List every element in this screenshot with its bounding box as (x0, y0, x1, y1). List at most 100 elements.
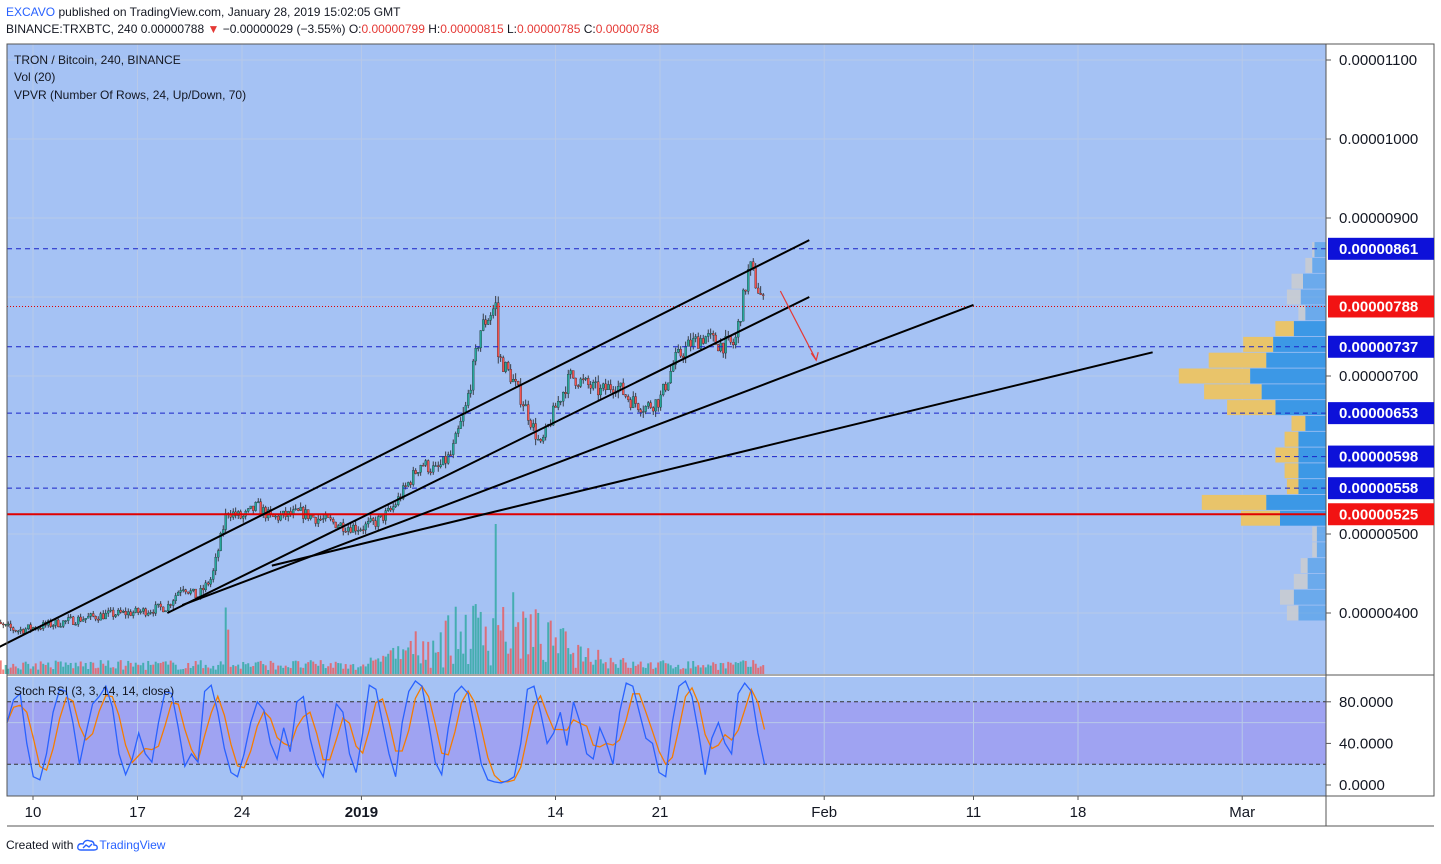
candle-body (179, 590, 182, 593)
symbol-label: BINANCE:TRXBTC, 240 (6, 22, 138, 36)
volume-bar (337, 663, 340, 674)
volume-bar (379, 661, 382, 674)
volume-bar (179, 669, 182, 674)
candle-body (579, 378, 582, 387)
volume-bar (39, 661, 42, 674)
candle-body (512, 379, 515, 383)
volume-bar (659, 661, 662, 674)
vpvr-down-bar (1312, 242, 1315, 258)
volume-bar (219, 661, 222, 674)
candle-body (84, 618, 87, 620)
volume-bar (332, 667, 335, 674)
volume-bar (449, 655, 452, 674)
level-badge (1328, 402, 1434, 425)
candle-body (694, 336, 697, 339)
volume-bar (672, 668, 675, 674)
candle-body (527, 404, 530, 421)
level-badge (1328, 237, 1434, 260)
volume-bar (397, 646, 400, 674)
candle-body (347, 527, 350, 532)
vpvr-down-bar (1201, 494, 1267, 510)
volume-bar (752, 660, 755, 674)
volume-bar (527, 654, 530, 674)
candle-body (699, 338, 702, 349)
volume-bar (314, 663, 317, 674)
candle-body (409, 482, 412, 485)
volume-bar (577, 644, 580, 674)
candle-body (519, 384, 522, 405)
publish-line: EXCAVO published on TradingView.com, Jan… (6, 5, 400, 19)
low-label: L: (506, 22, 517, 36)
candle-body (674, 352, 677, 365)
candle-body (247, 508, 250, 512)
volume-bar (484, 626, 487, 674)
price-tick-label: 0.00000700 (1339, 368, 1418, 385)
level-badge-label: 0.00000558 (1339, 480, 1418, 497)
vpvr-up-bar (1300, 289, 1326, 305)
vpvr-up-bar (1305, 305, 1326, 321)
trendline (166, 296, 810, 614)
candle-body (642, 411, 645, 413)
vpvr-down-bar (1286, 289, 1301, 305)
volume-bar (177, 669, 180, 674)
volume-bar (92, 662, 95, 674)
candle-body (212, 570, 215, 580)
volume-bar (502, 606, 505, 674)
candle-body (17, 630, 20, 633)
candle-body (182, 589, 185, 591)
volume-bar (407, 647, 410, 674)
volume-bar (252, 665, 255, 674)
candle-body (759, 293, 762, 295)
volume-bar (154, 661, 157, 674)
volume-bar (182, 668, 185, 674)
candle-body (217, 550, 220, 558)
volume-bar (517, 622, 520, 674)
volume-bar (704, 667, 707, 674)
volume-bar (627, 667, 630, 674)
tradingview-logo[interactable]: TradingView (77, 838, 165, 852)
volume-bar (579, 646, 582, 674)
volume-bar (762, 665, 765, 674)
candle-body (617, 386, 620, 393)
candle-body (59, 626, 62, 628)
volume-bar (447, 615, 450, 674)
candle-body (369, 518, 372, 522)
volume-bar (629, 667, 632, 674)
low-value: 0.00000785 (517, 22, 581, 36)
volume-bar (572, 652, 575, 674)
candle-body (689, 339, 692, 347)
volume-bar (357, 667, 360, 674)
candle-body (334, 521, 337, 528)
volume-bar (54, 660, 57, 674)
author-link[interactable]: EXCAVO (6, 5, 56, 19)
candle-body (504, 362, 507, 372)
volume-bar (422, 641, 425, 674)
volume-bar (619, 659, 622, 674)
volume-bar (192, 666, 195, 674)
candle-body (324, 514, 327, 519)
candle-body (89, 613, 92, 617)
volume-bar (389, 650, 392, 674)
candle-body (372, 518, 375, 521)
volume-bar (409, 640, 412, 674)
vpvr-down-bar (1291, 273, 1303, 289)
volume-bar (622, 658, 625, 674)
volume-bar (544, 661, 547, 674)
volume-bar (657, 662, 660, 674)
volume-bar (362, 664, 365, 674)
level-badge (1328, 503, 1434, 526)
candle-body (184, 589, 187, 593)
volume-bar (662, 660, 665, 674)
vpvr-profile (1178, 242, 1326, 621)
volume-bar (159, 662, 162, 674)
volume-bar (372, 660, 375, 674)
candle-body (557, 401, 560, 408)
vpvr-down-bar (1305, 257, 1313, 273)
trendline (0, 239, 810, 648)
candle-body (757, 287, 760, 294)
volume-bar (739, 661, 742, 674)
vpvr-down-bar (1293, 573, 1308, 589)
candle-body (74, 624, 77, 626)
candle-body (437, 465, 440, 467)
